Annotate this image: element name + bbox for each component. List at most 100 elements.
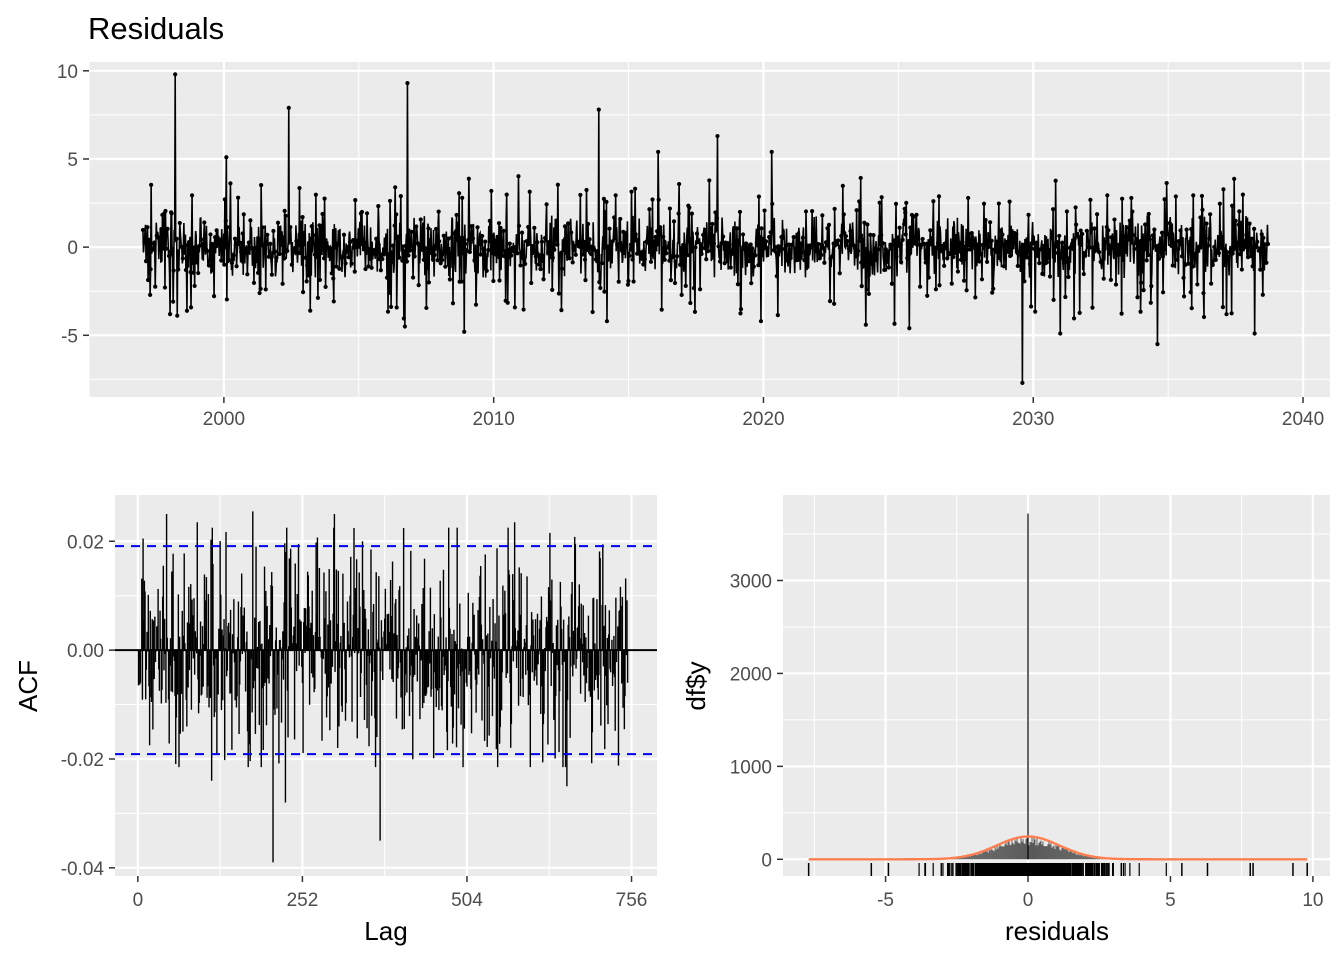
residual-point	[863, 322, 868, 327]
residual-point	[931, 199, 936, 204]
residual-point	[951, 254, 956, 260]
residual-point	[228, 181, 233, 186]
residual-point	[389, 252, 394, 257]
residual-point	[879, 233, 884, 238]
residual-point	[239, 249, 244, 255]
residual-point	[767, 234, 772, 240]
residual-point	[1173, 194, 1178, 199]
residual-point	[278, 233, 284, 238]
residual-point	[421, 257, 426, 262]
residual-point	[922, 241, 927, 246]
residual-point	[625, 282, 631, 287]
residual-point	[1200, 207, 1205, 212]
residual-point	[1107, 251, 1112, 256]
residual-point	[530, 247, 535, 252]
residual-point	[533, 254, 538, 259]
residual-point	[914, 212, 919, 217]
residual-point	[822, 260, 827, 265]
residual-point	[1020, 380, 1025, 385]
residual-point	[727, 242, 732, 247]
residual-point	[969, 230, 974, 236]
residual-point	[1104, 224, 1109, 230]
residual-point	[736, 238, 741, 243]
residual-point	[777, 248, 782, 253]
residual-point	[1113, 282, 1119, 287]
residual-point	[1236, 222, 1241, 227]
residual-point	[418, 217, 423, 222]
residual-point	[866, 291, 872, 296]
residual-point	[1049, 236, 1054, 241]
residual-point	[559, 307, 564, 313]
histogram-bar	[1070, 851, 1072, 860]
residual-point	[371, 251, 376, 256]
residual-point	[1066, 274, 1071, 280]
histogram-bar	[1096, 857, 1098, 860]
histogram-bar	[1019, 843, 1021, 860]
residual-point	[902, 222, 907, 227]
residual-point	[691, 286, 697, 291]
histogram-bar	[1023, 842, 1025, 860]
residual-point	[992, 247, 997, 252]
residual-point	[1130, 232, 1135, 238]
residual-point	[219, 258, 224, 263]
residual-point	[360, 237, 365, 242]
residual-point	[592, 247, 597, 252]
residual-point	[211, 293, 217, 299]
residual-point	[832, 301, 837, 306]
residual-point	[217, 238, 222, 244]
residual-point	[1083, 253, 1088, 258]
y-tick-label: 5	[67, 150, 78, 171]
residual-point	[739, 252, 744, 257]
residual-point	[682, 243, 687, 248]
residual-point	[631, 279, 636, 284]
histogram-bar	[1026, 837, 1028, 860]
residual-point	[859, 260, 864, 265]
residual-point	[1108, 277, 1113, 282]
residual-point	[331, 299, 336, 304]
residual-point	[679, 292, 684, 297]
residual-point	[602, 289, 607, 294]
histogram-bar	[1063, 847, 1065, 860]
residual-point	[938, 249, 944, 254]
histogram-bar	[985, 851, 987, 860]
residual-point	[1124, 225, 1129, 230]
residual-point	[964, 288, 969, 293]
residual-point	[443, 264, 448, 269]
residual-point	[153, 284, 158, 289]
residual-point	[839, 233, 844, 238]
residual-point	[1022, 279, 1027, 284]
residual-point	[576, 243, 581, 248]
residual-point	[340, 255, 345, 260]
residual-point	[490, 233, 495, 238]
residual-point	[876, 247, 881, 252]
residual-point	[833, 243, 838, 248]
x-tick-label: 2000	[203, 409, 245, 430]
residual-point	[275, 220, 281, 225]
histogram-bar	[1058, 845, 1060, 860]
residual-point	[578, 192, 583, 198]
acf-bars	[115, 511, 657, 863]
residual-point	[749, 281, 754, 286]
residual-point	[1118, 244, 1123, 249]
residuals-series	[140, 72, 1271, 385]
residual-point	[1256, 248, 1261, 253]
residual-point	[1133, 240, 1139, 246]
acf-y-axis-title: ACF	[13, 660, 43, 712]
residual-point	[862, 220, 867, 225]
residual-point	[263, 287, 268, 292]
residual-point	[860, 264, 865, 269]
residual-point	[192, 283, 197, 288]
residual-point	[1205, 243, 1211, 248]
residual-point	[156, 235, 161, 240]
residual-point	[1153, 244, 1159, 249]
residual-point	[457, 191, 462, 196]
histogram-bar	[976, 855, 978, 860]
residual-point	[417, 243, 422, 248]
residual-point	[194, 260, 199, 265]
residual-point	[702, 246, 707, 251]
residual-point	[368, 256, 373, 261]
residual-point	[1090, 245, 1096, 250]
residual-point	[436, 209, 441, 214]
residual-point	[1148, 300, 1153, 305]
residual-point	[1072, 237, 1077, 242]
